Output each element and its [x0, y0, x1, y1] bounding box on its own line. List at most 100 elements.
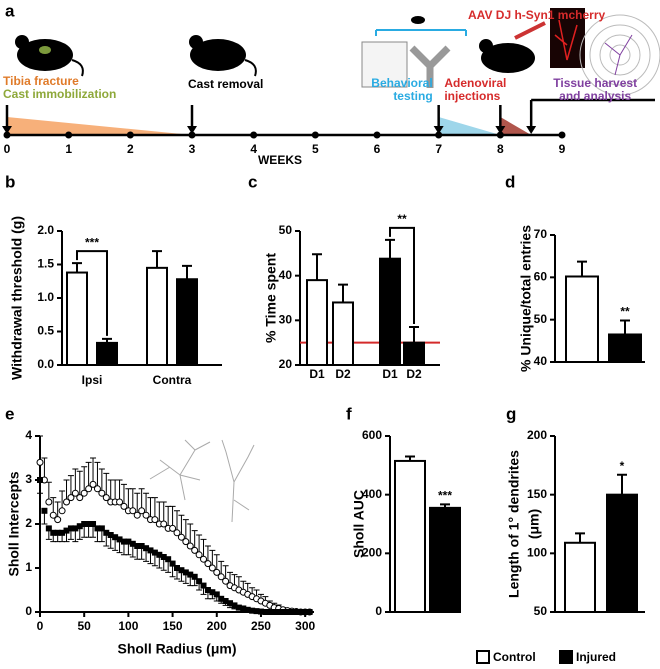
point [217, 573, 225, 581]
significance-bracket [389, 226, 415, 325]
error-bar [103, 472, 110, 498]
significance-label: *** [85, 235, 99, 249]
significance-label: ** [620, 305, 630, 319]
timeline-axis-label: WEEKS [258, 153, 302, 167]
y-tick-label: 4 [25, 428, 32, 442]
panel-label: g [506, 404, 516, 423]
y-tick-label: 50 [534, 312, 548, 326]
timeline-tick [311, 131, 319, 139]
y-tick-label: 0.0 [37, 357, 54, 371]
point [54, 516, 62, 524]
y-tick-label: 1.0 [37, 290, 54, 304]
point [98, 525, 105, 532]
timeline-tick-label: 1 [65, 142, 72, 156]
behavior-icons [361, 16, 467, 88]
point [89, 480, 97, 488]
error-bar [120, 483, 127, 507]
timeline-tick-label: 4 [250, 142, 257, 156]
point [173, 529, 181, 537]
y-axis-label: Sholl Intercepts [6, 471, 22, 576]
error-bar [90, 457, 97, 485]
error-bar [67, 475, 74, 498]
x-tick-label: Contra [153, 373, 192, 387]
bar [564, 541, 596, 613]
arrow-head [2, 126, 12, 134]
error-bar [63, 479, 70, 502]
error-bar [102, 337, 112, 343]
y-tick-label: 1.5 [37, 257, 54, 271]
error-bar [577, 260, 587, 277]
x-tick-label: 100 [118, 619, 138, 633]
point [195, 551, 203, 559]
error-bar [405, 455, 415, 461]
point [196, 578, 203, 585]
y-tick-label: 0 [25, 604, 32, 618]
y-axis-label: Sholl AUC [351, 490, 367, 558]
arrow-head [433, 126, 444, 134]
x-tick-label: 50 [78, 619, 92, 633]
point [102, 494, 110, 502]
error-bar [174, 510, 180, 533]
error-bar [72, 262, 82, 273]
y-tick-label: 50 [279, 223, 293, 237]
point [204, 560, 212, 568]
point [200, 555, 208, 563]
mouse-icon [479, 21, 546, 73]
significance-bracket [76, 250, 108, 336]
bar [403, 341, 425, 366]
point [165, 556, 172, 563]
point [306, 609, 313, 615]
event-label: injections [444, 89, 500, 103]
point [133, 511, 141, 519]
timeline-tick [126, 131, 134, 139]
point [129, 507, 137, 515]
neuron-image [550, 8, 585, 68]
timeline-tick [250, 131, 258, 139]
point [138, 507, 146, 515]
point [186, 542, 194, 550]
point [90, 521, 97, 527]
error-bar [143, 492, 150, 516]
bar [66, 271, 88, 367]
point [182, 538, 190, 546]
error-bar [187, 523, 194, 546]
timeline-tick-label: 9 [559, 142, 566, 156]
error-bar [37, 435, 43, 463]
neuron-tracing [149, 439, 255, 523]
event-label: and analysis [559, 89, 631, 103]
point [80, 489, 88, 497]
point [71, 489, 79, 497]
point [177, 533, 185, 541]
x-tick-label: D2 [406, 367, 422, 381]
x-tick-label: 300 [295, 619, 315, 633]
event-label: Adenoviral [444, 76, 506, 90]
legend-label: Injured [576, 650, 616, 664]
period [7, 117, 192, 135]
x-tick-label: 0 [37, 619, 44, 633]
y-axis-label: (μm) [526, 509, 542, 539]
bar [146, 266, 168, 367]
point [191, 573, 198, 580]
point [63, 498, 71, 506]
y-tick-label: 50 [534, 604, 548, 618]
y-tick-label: 200 [362, 546, 382, 560]
error-bar [76, 470, 83, 498]
bar [176, 278, 198, 366]
y-axis-label: % Time spent [263, 253, 279, 343]
significance-label: *** [438, 489, 452, 503]
y-tick-label: 70 [534, 227, 548, 241]
error-bar [617, 473, 627, 495]
error-bar [169, 505, 176, 529]
timeline-tick [373, 131, 381, 139]
panel-label: c [248, 172, 257, 191]
event-label: Tibia fracture [3, 74, 79, 88]
bar [306, 279, 328, 366]
y-tick-label: 400 [362, 487, 382, 501]
timeline-tick-label: 6 [374, 142, 381, 156]
event-label: Cast immobilization [3, 87, 116, 101]
error-bar [409, 326, 419, 343]
y-tick-label: 40 [534, 354, 548, 368]
error-bar [575, 532, 585, 543]
timeline-tick-label: 8 [497, 142, 504, 156]
error-bar [138, 488, 145, 511]
